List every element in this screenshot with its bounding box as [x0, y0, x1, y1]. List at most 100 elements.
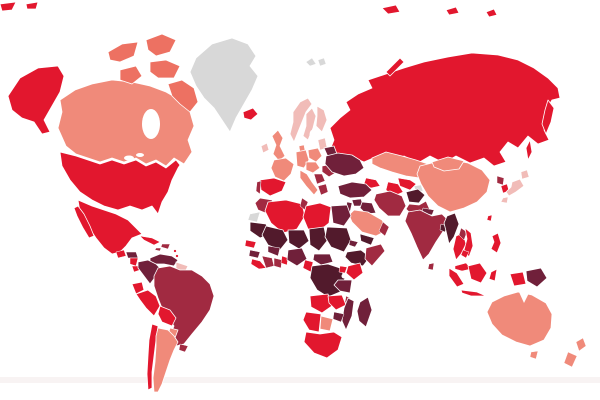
- country-finland[interactable]: [315, 105, 328, 133]
- country-india[interactable]: [404, 209, 449, 261]
- country-tanzania[interactable]: [333, 279, 353, 294]
- country-namibia[interactable]: [302, 311, 322, 333]
- country-zambia[interactable]: [327, 294, 347, 311]
- country-iceland[interactable]: [242, 107, 259, 121]
- country-ireland[interactable]: [260, 142, 270, 154]
- country-new-zealand-south[interactable]: [563, 351, 578, 368]
- country-benin-togo[interactable]: [280, 255, 289, 266]
- country-central-europe[interactable]: [305, 161, 321, 174]
- country-western-sahara[interactable]: [247, 211, 261, 223]
- country-russia-sakhalin[interactable]: [525, 139, 533, 161]
- country-svalbard[interactable]: [305, 57, 317, 67]
- country-jamaica[interactable]: [154, 247, 162, 252]
- country-ethiopia[interactable]: [344, 249, 371, 267]
- country-papua-new-guinea[interactable]: [525, 267, 548, 288]
- country-egypt[interactable]: [330, 204, 352, 227]
- country-guatemala[interactable]: [115, 249, 127, 259]
- country-arctic-islands[interactable]: [107, 41, 139, 63]
- country-russia-novaya-zemlya[interactable]: [385, 57, 405, 77]
- country-cuba[interactable]: [139, 235, 161, 246]
- country-russia[interactable]: [329, 52, 561, 167]
- country-laos[interactable]: [458, 227, 468, 241]
- country-tasmania[interactable]: [529, 350, 539, 360]
- country-senegal[interactable]: [244, 239, 257, 249]
- country-usa[interactable]: [59, 151, 181, 215]
- country-antilles[interactable]: [175, 254, 179, 258]
- country-indonesia-sumatra[interactable]: [448, 267, 465, 288]
- country-arctic-islands[interactable]: [145, 33, 177, 57]
- country-madagascar[interactable]: [356, 296, 373, 328]
- country-spain[interactable]: [259, 177, 287, 197]
- country-russia-fragment[interactable]: [25, 1, 39, 10]
- country-north-korea[interactable]: [496, 175, 505, 186]
- country-mali[interactable]: [261, 225, 289, 251]
- country-russia-fragment[interactable]: [445, 6, 460, 16]
- country-sierra-liberia[interactable]: [250, 258, 267, 270]
- country-new-zealand-north[interactable]: [575, 337, 587, 352]
- country-italy[interactable]: [299, 169, 319, 196]
- country-niger[interactable]: [287, 229, 310, 250]
- country-indonesia-java[interactable]: [460, 289, 487, 297]
- country-arctic-islands[interactable]: [167, 79, 199, 113]
- country-ghana[interactable]: [273, 257, 283, 269]
- country-cambodia[interactable]: [460, 249, 470, 259]
- country-kenya[interactable]: [345, 262, 364, 281]
- country-japan-hokkaido[interactable]: [520, 169, 530, 180]
- country-drc[interactable]: [309, 263, 346, 298]
- country-eritrea[interactable]: [348, 239, 359, 248]
- country-somalia[interactable]: [364, 243, 386, 267]
- country-afghanistan[interactable]: [405, 188, 426, 204]
- country-philippines[interactable]: [490, 232, 502, 254]
- country-brazil[interactable]: [153, 265, 215, 347]
- country-svalbard[interactable]: [317, 57, 327, 67]
- country-canada[interactable]: [57, 79, 195, 167]
- country-central-african-republic[interactable]: [312, 253, 334, 266]
- country-south-africa[interactable]: [303, 331, 343, 359]
- country-poland[interactable]: [307, 147, 323, 163]
- country-oman[interactable]: [378, 221, 390, 237]
- country-nigeria[interactable]: [286, 247, 308, 267]
- country-portugal[interactable]: [255, 180, 262, 195]
- country-japan-kyushu[interactable]: [500, 196, 509, 204]
- country-peru[interactable]: [135, 289, 161, 317]
- country-russia-fragment[interactable]: [0, 1, 17, 12]
- country-greenland[interactable]: [189, 37, 259, 133]
- country-guinea[interactable]: [248, 249, 261, 259]
- country-yemen[interactable]: [359, 233, 375, 246]
- country-greece[interactable]: [317, 183, 329, 196]
- country-russia-fragment[interactable]: [381, 4, 401, 15]
- country-argentina[interactable]: [152, 327, 179, 393]
- country-indonesia-sulawesi[interactable]: [488, 268, 498, 282]
- country-uganda[interactable]: [338, 265, 348, 274]
- country-alaska[interactable]: [7, 65, 65, 135]
- country-arctic-islands[interactable]: [119, 65, 143, 85]
- country-russia-kamchatka[interactable]: [541, 99, 555, 135]
- country-taiwan[interactable]: [486, 214, 493, 222]
- country-australia[interactable]: [486, 291, 553, 347]
- country-indonesia-borneo[interactable]: [467, 262, 488, 284]
- country-uruguay[interactable]: [178, 343, 189, 353]
- country-ukraine[interactable]: [324, 152, 365, 177]
- country-indonesia-papua[interactable]: [509, 271, 527, 287]
- country-botswana[interactable]: [319, 315, 334, 332]
- country-hispaniola[interactable]: [160, 243, 171, 250]
- country-chad[interactable]: [308, 226, 328, 252]
- country-bolivia[interactable]: [157, 305, 177, 327]
- country-antilles[interactable]: [173, 249, 177, 253]
- country-turkey[interactable]: [337, 181, 373, 199]
- country-mozambique[interactable]: [341, 297, 355, 331]
- country-russia-fragment[interactable]: [485, 8, 498, 18]
- country-malaysia[interactable]: [454, 262, 472, 272]
- country-ecuador[interactable]: [131, 281, 145, 295]
- country-angola[interactable]: [309, 293, 333, 314]
- country-vietnam[interactable]: [463, 227, 474, 258]
- country-sri-lanka[interactable]: [427, 262, 435, 271]
- country-algeria[interactable]: [264, 199, 306, 234]
- country-japan-honshu[interactable]: [505, 178, 525, 197]
- country-burkina[interactable]: [267, 245, 281, 257]
- country-zimbabwe[interactable]: [332, 311, 345, 323]
- country-france[interactable]: [270, 157, 295, 182]
- country-mongolia[interactable]: [431, 156, 465, 172]
- country-honduras[interactable]: [125, 251, 139, 259]
- country-norway[interactable]: [289, 97, 313, 143]
